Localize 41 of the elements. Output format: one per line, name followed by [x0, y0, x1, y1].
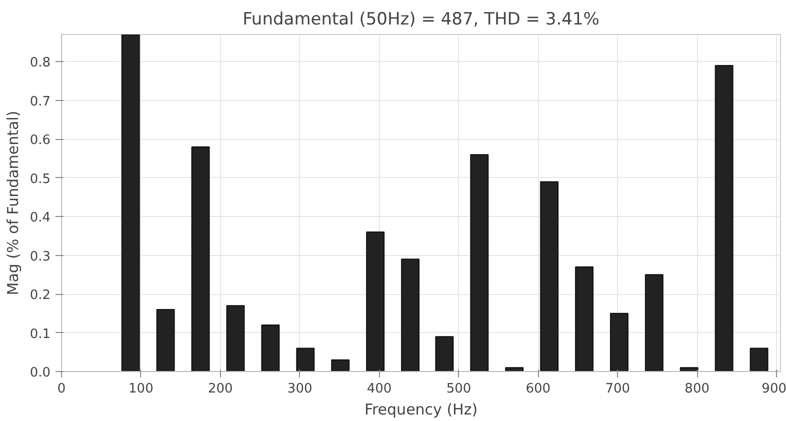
x-tick-label: 800 — [684, 382, 710, 396]
x-tick-label: 700 — [605, 382, 630, 396]
bar — [470, 154, 489, 372]
bar — [226, 305, 245, 372]
y-tick-label: 0.0 — [30, 366, 51, 380]
x-tick-label: 600 — [526, 382, 551, 396]
y-tick-label: 0.2 — [30, 288, 51, 304]
chart-title: Fundamental (50Hz) = 487, THD = 3.41% — [242, 10, 600, 30]
bar — [331, 359, 350, 372]
y-tick-label: 0.3 — [30, 249, 51, 264]
bar — [575, 266, 594, 372]
bar — [121, 34, 140, 372]
x-axis-title: Frequency (Hz) — [364, 400, 478, 418]
bar — [644, 274, 664, 372]
bar — [750, 348, 768, 372]
y-tick-label: 0.8 — [30, 56, 51, 71]
bar — [680, 367, 698, 372]
bar — [366, 232, 385, 372]
x-tick-label: 400 — [366, 382, 392, 396]
x-tick-label: 100 — [128, 382, 154, 396]
x-tick-label: 200 — [208, 382, 233, 396]
x-tick-label: 300 — [287, 382, 312, 396]
bar — [296, 348, 315, 372]
y-axis-title: Mag (% of Fundamental) — [4, 110, 22, 296]
bar — [505, 367, 524, 372]
bar — [540, 181, 559, 372]
bar — [156, 309, 175, 372]
y-tick-label: 0.1 — [30, 326, 51, 342]
bar — [191, 146, 210, 372]
x-tick-label: 0 — [57, 382, 66, 396]
x-tick-label: 500 — [446, 382, 472, 396]
y-tick-label: 0.6 — [30, 133, 51, 148]
bar — [610, 312, 628, 372]
x-tick-label: 900 — [762, 382, 786, 396]
y-tick-label: 0.7 — [30, 94, 51, 110]
y-tick-label: 0.4 — [30, 210, 51, 226]
bar — [261, 324, 280, 372]
y-tick-label: 0.5 — [30, 172, 51, 187]
bar — [401, 258, 420, 372]
bar — [714, 64, 734, 372]
bar — [435, 336, 454, 372]
